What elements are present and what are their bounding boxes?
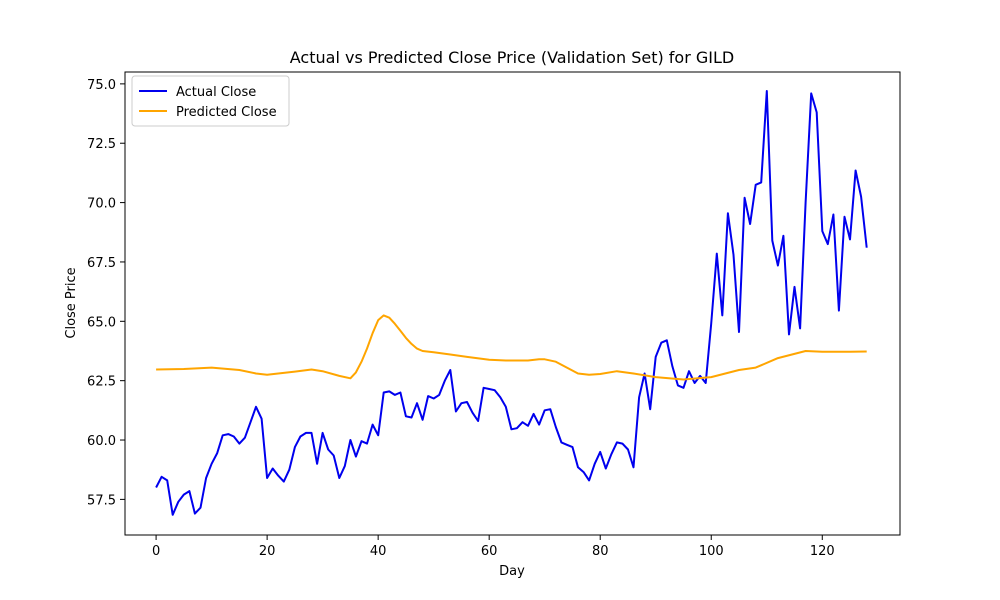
legend: Actual Close Predicted Close	[131, 75, 290, 127]
x-tick-label: 100	[699, 544, 724, 559]
plot-area: 0 20 40 60 80 100 120 57.5 60.0 62.5 65.0 67.5 70.0…	[87, 71, 901, 559]
legend-box	[131, 75, 290, 127]
x-tick-label: 80	[592, 544, 609, 559]
series-layer	[155, 90, 868, 516]
x-tick-label: 0	[152, 544, 160, 559]
x-tick-label: 40	[370, 544, 387, 559]
x-axis: 0 20 40 60 80 100 120	[152, 535, 835, 559]
y-axis: 57.5 60.0 62.5 65.0 67.5 70.0 72.5 75.0	[87, 78, 125, 508]
x-tick-label: 20	[259, 544, 276, 559]
y-tick-label: 72.5	[87, 137, 116, 152]
x-axis-label: Day	[499, 564, 525, 579]
y-tick-label: 57.5	[87, 493, 116, 508]
y-tick-label: 65.0	[87, 315, 116, 330]
actual-close-line	[155, 90, 868, 516]
y-tick-label: 67.5	[87, 256, 116, 271]
y-axis-label: Close Price	[64, 267, 79, 338]
y-tick-label: 60.0	[87, 434, 116, 449]
predicted-close-line	[156, 314, 867, 381]
x-tick-label: 60	[481, 544, 498, 559]
y-tick-label: 75.0	[87, 78, 116, 93]
axes-frame	[124, 71, 901, 536]
chart-title: Actual vs Predicted Close Price (Validat…	[290, 48, 734, 67]
x-tick-label: 120	[810, 544, 835, 559]
y-tick-label: 70.0	[87, 197, 116, 212]
legend-label-actual: Actual Close	[176, 85, 256, 100]
legend-label-predicted: Predicted Close	[176, 105, 277, 120]
y-tick-label: 62.5	[87, 375, 116, 390]
